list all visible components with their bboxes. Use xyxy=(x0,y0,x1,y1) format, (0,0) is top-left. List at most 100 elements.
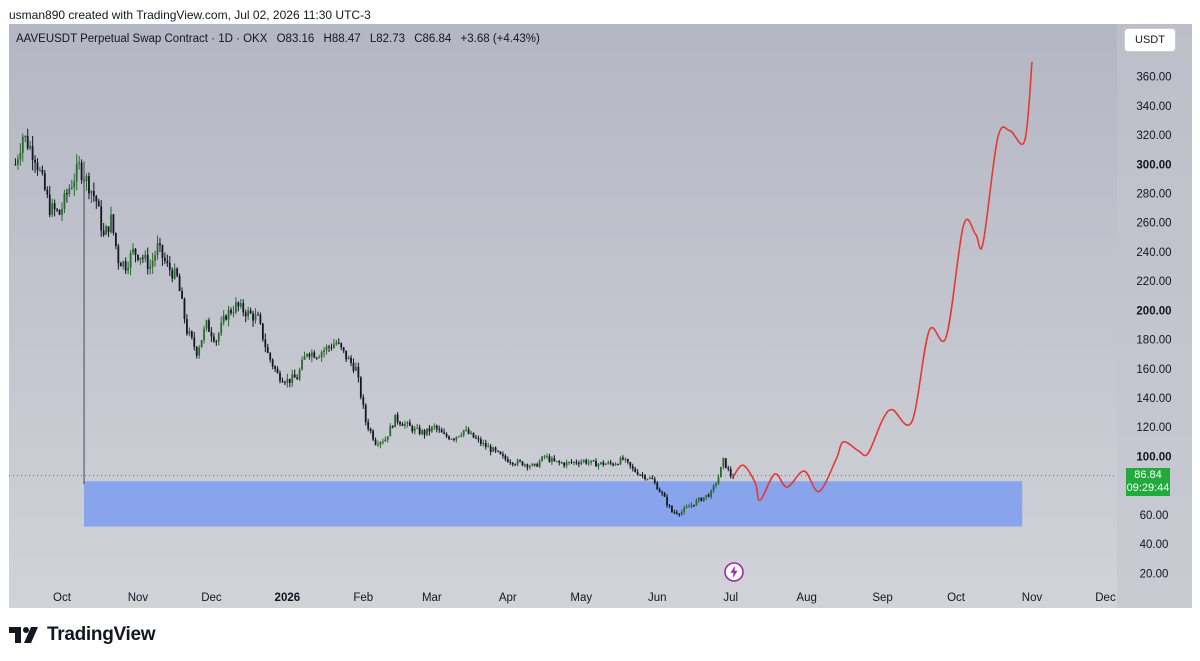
candle-body xyxy=(330,347,333,349)
candle-body xyxy=(335,342,338,345)
candle-body xyxy=(514,464,517,466)
y-tick-label: 340.00 xyxy=(1136,101,1171,113)
y-tick-label: 320.00 xyxy=(1136,130,1171,142)
y-tick-label: 300.00 xyxy=(1136,159,1171,171)
candle-body xyxy=(39,169,41,171)
candle-body xyxy=(235,302,237,313)
currency-button[interactable]: USDT xyxy=(1124,28,1176,52)
candle-body xyxy=(325,346,328,351)
candle-body xyxy=(301,359,303,370)
candle-body xyxy=(722,458,725,467)
chart-svg[interactable]: 20.00 40.00 60.00 100.00 120.00 140.00 160.00 1… xyxy=(9,24,1192,608)
candle-body xyxy=(668,505,671,507)
candle-body xyxy=(634,468,637,472)
y-tick-label: 360.00 xyxy=(1136,72,1171,84)
candle-body xyxy=(90,191,93,194)
candle-body xyxy=(396,414,399,423)
candle-body xyxy=(381,441,384,443)
candle-body xyxy=(288,378,291,383)
candle-body xyxy=(629,462,632,467)
candle-body xyxy=(450,438,453,440)
candle-body xyxy=(46,189,49,195)
candle-body xyxy=(217,333,220,342)
candle-body xyxy=(53,203,56,210)
candle-body xyxy=(560,462,563,464)
legend-open: O83.16 xyxy=(276,33,315,45)
legend-low: L82.73 xyxy=(369,33,406,45)
candle-body xyxy=(580,461,583,464)
candle-body xyxy=(36,162,39,170)
candle-body xyxy=(63,193,66,209)
candle-body xyxy=(599,462,602,464)
candle-body xyxy=(65,193,68,195)
candle-body xyxy=(609,462,612,464)
candle-body xyxy=(205,320,208,329)
candle-body xyxy=(487,446,490,448)
candle-body xyxy=(494,447,497,451)
candle-body xyxy=(683,507,686,513)
candle-body xyxy=(51,203,54,216)
candle-body xyxy=(389,425,392,437)
candle-body xyxy=(693,504,695,506)
legend-change: +3.68 (+4.43%) xyxy=(460,33,540,45)
demand-zone xyxy=(84,481,1023,527)
price-scale-background xyxy=(1117,24,1192,608)
candle-body xyxy=(406,422,409,424)
candle-body xyxy=(553,458,556,462)
candle-body xyxy=(524,464,526,466)
candle-body xyxy=(475,437,477,439)
candle-body xyxy=(146,254,149,269)
candle-body xyxy=(73,181,76,188)
candle-body xyxy=(717,477,720,484)
candle-body xyxy=(359,377,362,398)
legend-close: C86.84 xyxy=(414,33,452,45)
candle-body xyxy=(220,322,223,334)
candle-body xyxy=(357,366,360,378)
candle-body xyxy=(612,463,615,466)
candle-body xyxy=(252,313,254,321)
candle-body xyxy=(680,512,683,515)
x-tick-label: Feb xyxy=(353,592,373,604)
candle-body xyxy=(724,458,727,468)
candle-body xyxy=(222,315,225,323)
candle-body xyxy=(509,462,512,464)
candle-body xyxy=(399,422,401,425)
price-chart[interactable]: 20.00 40.00 60.00 100.00 120.00 140.00 160.00 1… xyxy=(9,24,1192,608)
y-tick-label: 280.00 xyxy=(1136,188,1171,200)
candle-body xyxy=(546,456,548,458)
candle-body xyxy=(636,471,639,475)
candle-body xyxy=(453,438,455,440)
candle-body xyxy=(134,248,137,255)
y-tick-label: 200.00 xyxy=(1136,305,1171,317)
candle-body xyxy=(727,467,730,470)
candle-body xyxy=(526,464,529,468)
candle-body xyxy=(492,447,495,452)
candle-body xyxy=(279,373,281,381)
candle-body xyxy=(430,426,433,432)
candle-body xyxy=(352,362,355,371)
y-tick-label: 100.00 xyxy=(1136,451,1171,463)
last-price-value: 86.84 xyxy=(1134,469,1162,481)
candle-body xyxy=(595,460,597,467)
candle-body xyxy=(193,337,196,348)
candle-body xyxy=(570,461,573,463)
x-tick-label: Nov xyxy=(1022,592,1043,604)
candle-body xyxy=(166,260,169,263)
candle-body xyxy=(107,226,110,233)
candle-body xyxy=(261,323,264,340)
candle-body xyxy=(355,366,357,371)
candle-body xyxy=(68,188,71,195)
candle-body xyxy=(690,504,693,507)
candle-body xyxy=(286,378,289,383)
brand-footer: TradingView xyxy=(9,624,156,646)
candle-body xyxy=(565,462,568,466)
candle-body xyxy=(137,254,139,260)
candle-body xyxy=(555,461,558,463)
candle-body xyxy=(582,460,585,462)
candle-body xyxy=(367,422,370,429)
candle-body xyxy=(48,194,51,216)
candle-body xyxy=(558,461,561,463)
candle-body xyxy=(362,397,365,405)
candle-body xyxy=(391,425,394,428)
lightning-events-icon[interactable] xyxy=(724,562,744,582)
